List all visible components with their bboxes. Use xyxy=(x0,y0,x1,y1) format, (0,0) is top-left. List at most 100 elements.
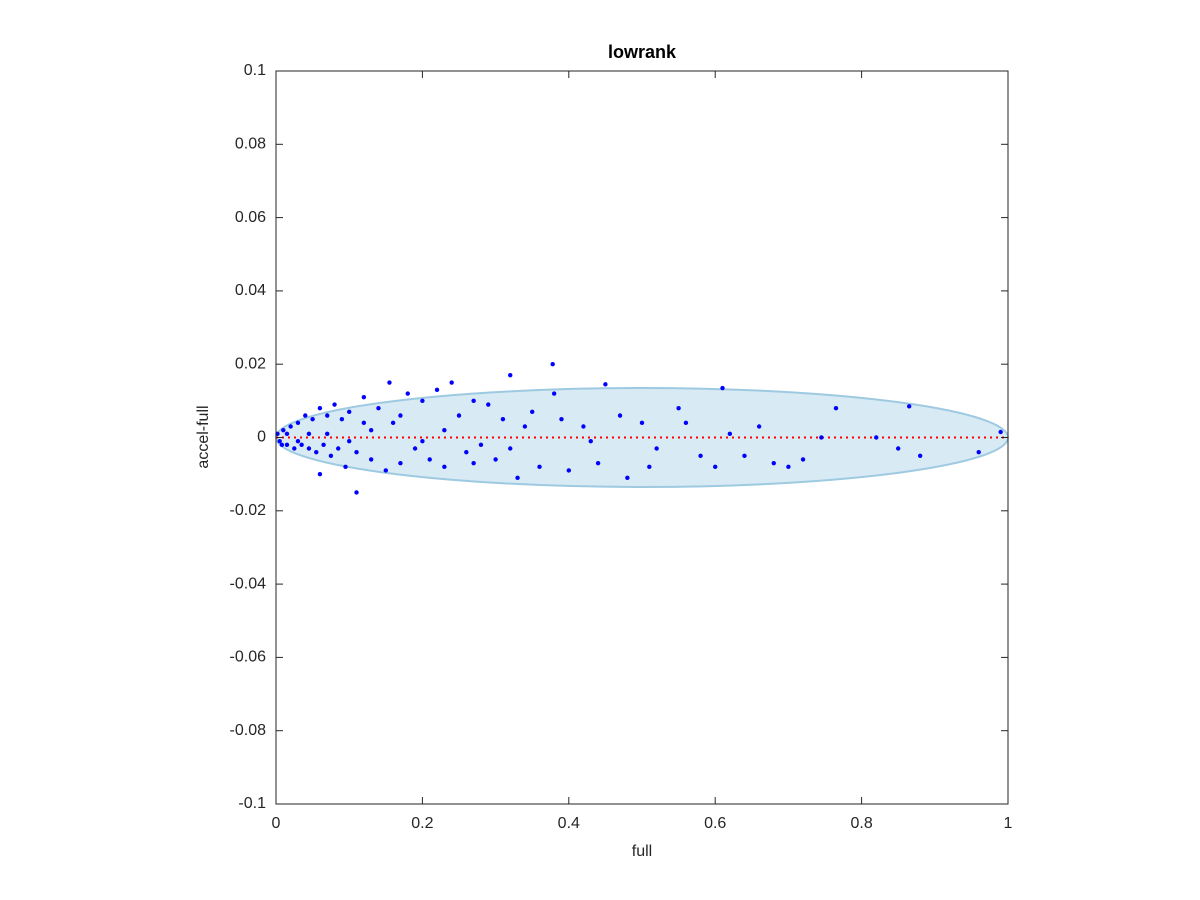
point xyxy=(398,413,403,418)
point xyxy=(874,435,879,440)
point xyxy=(771,460,776,466)
point xyxy=(328,453,334,459)
point xyxy=(508,446,513,451)
point xyxy=(376,405,381,411)
x-tick-label: 0 xyxy=(272,815,281,832)
point xyxy=(550,362,555,367)
chart-title: lowrank xyxy=(608,42,677,62)
point xyxy=(361,394,367,400)
point xyxy=(398,460,403,466)
point xyxy=(306,431,312,437)
point xyxy=(896,446,901,451)
point xyxy=(998,429,1003,435)
y-tick-label: -0.02 xyxy=(230,502,267,519)
point xyxy=(387,380,392,385)
point xyxy=(427,457,432,462)
point xyxy=(321,442,326,448)
point xyxy=(284,431,290,437)
point xyxy=(464,449,469,455)
point xyxy=(625,475,630,481)
x-tick-label: 0.2 xyxy=(411,815,433,832)
point xyxy=(354,490,359,495)
point xyxy=(332,402,337,407)
point xyxy=(508,372,513,378)
point xyxy=(456,413,462,418)
y-tick-label: 0.02 xyxy=(235,355,266,372)
point xyxy=(756,424,762,429)
point xyxy=(976,449,981,455)
point xyxy=(295,438,301,444)
point xyxy=(713,464,718,470)
point xyxy=(347,409,352,415)
point xyxy=(343,464,348,470)
point xyxy=(647,464,652,470)
point xyxy=(317,471,323,477)
point xyxy=(442,427,447,433)
point xyxy=(639,420,645,426)
point xyxy=(368,427,374,433)
point xyxy=(588,438,593,444)
point xyxy=(559,416,564,422)
point xyxy=(471,460,476,466)
y-tick-label: -0.06 xyxy=(230,649,267,666)
point xyxy=(551,391,557,396)
point xyxy=(676,405,681,411)
point xyxy=(354,449,359,455)
point xyxy=(786,464,791,470)
point xyxy=(471,398,476,404)
point xyxy=(288,424,293,429)
x-tick-label: 0.8 xyxy=(850,815,872,832)
point xyxy=(515,475,520,481)
point xyxy=(683,420,689,426)
point xyxy=(336,446,341,451)
x-tick-label: 1 xyxy=(1004,815,1013,832)
point xyxy=(486,402,491,407)
point xyxy=(361,420,367,426)
y-tick-label: 0.04 xyxy=(235,282,266,299)
point xyxy=(442,464,447,470)
y-tick-label: -0.04 xyxy=(230,575,267,592)
point xyxy=(295,420,301,426)
point xyxy=(595,460,601,466)
point xyxy=(420,398,425,404)
y-tick-label: 0.08 xyxy=(235,136,266,153)
point xyxy=(390,420,396,426)
y-tick-label: 0 xyxy=(257,429,266,446)
point xyxy=(566,468,571,473)
x-tick-label: 0.6 xyxy=(704,815,726,832)
point xyxy=(434,387,440,393)
point xyxy=(493,457,498,462)
point xyxy=(412,446,418,451)
point xyxy=(405,391,410,396)
point xyxy=(617,413,623,418)
point xyxy=(284,442,290,448)
point xyxy=(698,453,703,459)
point xyxy=(478,442,484,448)
point xyxy=(383,468,388,473)
y-axis-label: accel-full xyxy=(195,405,212,468)
point xyxy=(279,442,285,448)
point xyxy=(800,457,806,462)
y-tick-label: -0.1 xyxy=(238,795,266,812)
x-tick-label: 0.4 xyxy=(558,815,580,832)
point xyxy=(347,438,352,444)
point xyxy=(819,435,824,440)
point xyxy=(368,457,374,462)
point xyxy=(325,431,330,437)
point xyxy=(500,416,506,422)
point xyxy=(537,464,542,470)
point xyxy=(281,427,286,433)
point xyxy=(277,438,282,444)
y-tick-label: -0.08 xyxy=(230,722,267,739)
point xyxy=(906,404,912,409)
point xyxy=(720,385,725,391)
point xyxy=(530,409,535,415)
point xyxy=(317,405,323,411)
point xyxy=(603,382,608,387)
point xyxy=(339,416,345,422)
point xyxy=(306,446,312,451)
point xyxy=(449,380,454,385)
point xyxy=(420,438,425,444)
point xyxy=(833,405,839,411)
